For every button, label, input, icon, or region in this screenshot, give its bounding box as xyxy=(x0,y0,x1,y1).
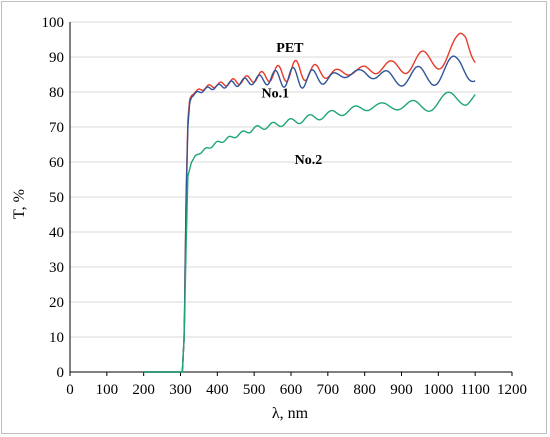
y-tick-label-0: 0 xyxy=(57,365,65,381)
y-axis-label: T, % xyxy=(11,189,28,219)
y-tick-label-80: 80 xyxy=(49,85,64,101)
x-tick-label-600: 600 xyxy=(280,382,303,398)
x-tick-label-100: 100 xyxy=(96,382,119,398)
x-tick-label-700: 700 xyxy=(317,382,340,398)
y-tick-label-50: 50 xyxy=(49,190,64,206)
x-tick-label-300: 300 xyxy=(169,382,192,398)
series-line-no2 xyxy=(143,91,476,373)
annotation-no2: No.2 xyxy=(295,153,323,168)
annotation-no1: No.1 xyxy=(262,86,290,101)
x-tick-label-400: 400 xyxy=(206,382,229,398)
series-line-pet xyxy=(143,32,476,373)
x-tick-label-1200: 1200 xyxy=(497,382,527,398)
annotation-pet: PET xyxy=(276,41,304,56)
x-tick-label-800: 800 xyxy=(353,382,376,398)
x-tick-label-500: 500 xyxy=(243,382,266,398)
y-tick-label-70: 70 xyxy=(49,120,64,136)
y-tick-label-20: 20 xyxy=(49,295,64,311)
y-tick-label-60: 60 xyxy=(49,155,64,171)
series-group xyxy=(143,32,476,373)
series-line-no1 xyxy=(143,55,476,373)
annotations: PET No.1 No.2 xyxy=(262,41,323,168)
x-tick-label-1100: 1100 xyxy=(460,382,489,398)
x-tick-label-0: 0 xyxy=(66,382,74,398)
y-tick-label-10: 10 xyxy=(49,330,64,346)
x-tick-label-900: 900 xyxy=(390,382,413,398)
y-tick-label-90: 90 xyxy=(49,50,64,66)
y-tick-label-100: 100 xyxy=(42,15,65,31)
x-axis-label: λ, nm xyxy=(272,405,309,422)
x-tick-label-200: 200 xyxy=(132,382,155,398)
y-tick-label-30: 30 xyxy=(49,260,64,276)
x-tick-label-1000: 1000 xyxy=(423,382,453,398)
gridlines xyxy=(70,21,512,338)
y-tick-label-40: 40 xyxy=(49,225,64,241)
axes xyxy=(69,22,513,376)
